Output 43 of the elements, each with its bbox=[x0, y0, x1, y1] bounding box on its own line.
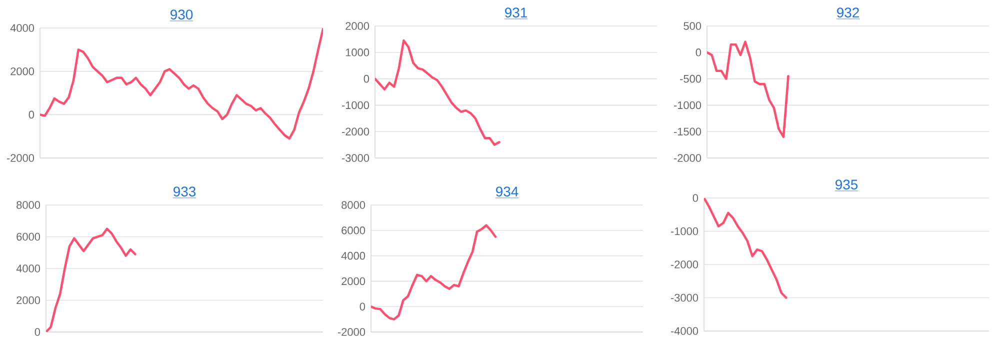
y-tick-label: 0 bbox=[696, 48, 702, 56]
y-tick-label: -4000 bbox=[670, 327, 698, 335]
y-tick-label: 0 bbox=[28, 110, 34, 119]
line-series bbox=[375, 39, 500, 146]
y-tick-label: 2000 bbox=[16, 296, 40, 304]
y-tick-label: 0 bbox=[360, 302, 366, 310]
y-tick-label: 6000 bbox=[16, 232, 40, 241]
y-tick-label: -2000 bbox=[674, 154, 702, 162]
y-tick-label: 8000 bbox=[16, 201, 40, 209]
line-series bbox=[371, 224, 497, 320]
y-tick-label: 4000 bbox=[341, 252, 366, 260]
chart-title: 933 bbox=[174, 186, 196, 197]
y-tick-label: -3000 bbox=[670, 294, 698, 302]
chart-title: 934 bbox=[496, 186, 518, 197]
y-tick-label: -1000 bbox=[670, 227, 698, 236]
y-tick-label: 4000 bbox=[10, 24, 34, 32]
y-tick-label: -2000 bbox=[6, 154, 34, 162]
y-tick-label: -2000 bbox=[670, 260, 698, 268]
y-tick-label: -1000 bbox=[342, 101, 370, 110]
y-tick-label: -3000 bbox=[342, 154, 370, 162]
y-tick-label: 2000 bbox=[346, 22, 370, 30]
y-tick-label: 0 bbox=[692, 194, 698, 202]
y-tick-label: 500 bbox=[684, 22, 702, 30]
chart-title: 930 bbox=[170, 10, 193, 20]
y-tick-label: -1000 bbox=[674, 101, 702, 110]
y-tick-label: 8000 bbox=[342, 201, 366, 209]
y-tick-label: 0 bbox=[364, 74, 370, 83]
y-tick-label: -2000 bbox=[342, 128, 370, 136]
y-tick-label: -1500 bbox=[674, 128, 702, 136]
y-tick-label: -500 bbox=[680, 74, 702, 83]
y-tick-label: 4000 bbox=[16, 264, 40, 272]
y-tick-label: -2000 bbox=[338, 328, 366, 336]
y-tick-label: 2000 bbox=[10, 67, 34, 76]
chart-title: 935 bbox=[836, 180, 858, 190]
chart-title: 931 bbox=[505, 8, 527, 18]
line-series bbox=[704, 198, 788, 299]
y-tick-label: 1000 bbox=[346, 48, 370, 56]
chart-title: 932 bbox=[837, 8, 859, 18]
y-tick-label: 0 bbox=[34, 328, 40, 336]
y-tick-label: 2000 bbox=[342, 277, 366, 286]
line-series bbox=[46, 228, 136, 332]
y-tick-label: 6000 bbox=[342, 226, 366, 234]
line-series bbox=[707, 40, 790, 138]
